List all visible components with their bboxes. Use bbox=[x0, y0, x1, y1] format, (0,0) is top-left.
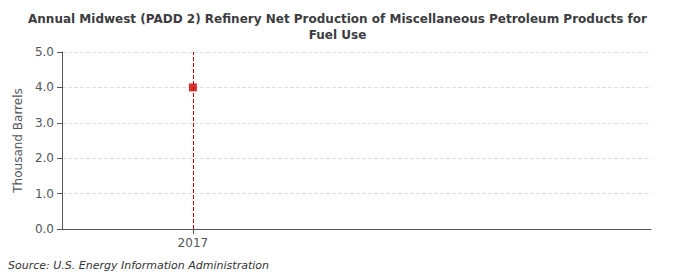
svg-text:Thousand Barrels: Thousand Barrels bbox=[11, 88, 25, 193]
svg-text:0.0: 0.0 bbox=[35, 222, 54, 236]
svg-text:Annual Midwest (PADD 2) Refine: Annual Midwest (PADD 2) Refinery Net Pro… bbox=[28, 12, 647, 26]
svg-text:4.0: 4.0 bbox=[35, 80, 54, 94]
svg-text:3.0: 3.0 bbox=[35, 116, 54, 130]
svg-text:2017: 2017 bbox=[178, 236, 209, 250]
svg-text:2.0: 2.0 bbox=[35, 151, 54, 165]
svg-text:Source: U.S. Energy Informatio: Source: U.S. Energy Information Administ… bbox=[8, 259, 269, 272]
svg-text:Fuel Use: Fuel Use bbox=[309, 28, 367, 42]
svg-text:5.0: 5.0 bbox=[35, 45, 54, 59]
svg-text:1.0: 1.0 bbox=[35, 187, 54, 201]
